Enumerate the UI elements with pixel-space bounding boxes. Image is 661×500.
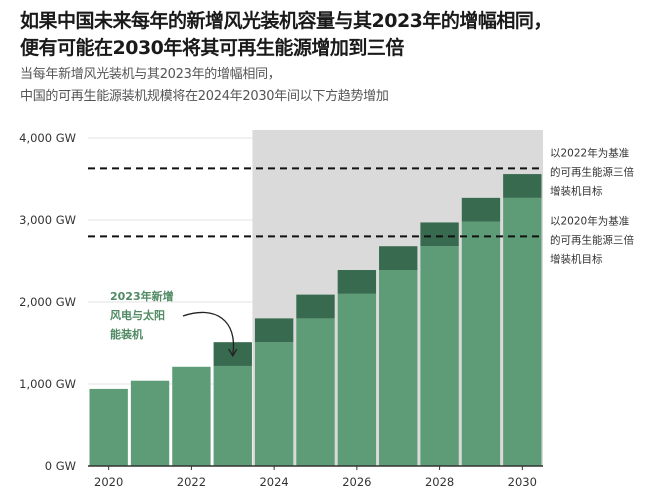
bar-2028-series-1 bbox=[420, 222, 459, 247]
reference-label: 的可再生能源三倍 bbox=[550, 165, 634, 178]
reference-label: 增装机目标 bbox=[550, 184, 603, 197]
bar-2027-series-0 bbox=[379, 270, 418, 466]
annotation-text: 能装机 bbox=[110, 327, 143, 341]
chart-title: 如果中国未来每年的新增风光装机容量与其2023年的增幅相同， 便有可能在2030… bbox=[20, 8, 552, 62]
bar-2024-series-1 bbox=[254, 318, 294, 343]
y-tick-label: 2,000 GW bbox=[19, 295, 76, 309]
reference-label: 以2022年为基准 bbox=[550, 146, 629, 159]
subtitle-line-1: 当每年新增风光装机与其2023年的增幅相同， bbox=[20, 67, 281, 82]
chart-subtitle: 当每年新增风光装机与其2023年的增幅相同， 中国的可再生能源装机规模将在202… bbox=[20, 64, 389, 108]
subtitle-line-2: 中国的可再生能源装机规模将在2024年2030年间以下方趋势增加 bbox=[20, 89, 389, 104]
x-tick-label: 2028 bbox=[425, 475, 454, 489]
annotation-text: 2023年新增 bbox=[110, 289, 174, 303]
x-tick-label: 2026 bbox=[342, 475, 371, 489]
reference-label: 以2020年为基准 bbox=[550, 214, 629, 227]
bar-2029-series-1 bbox=[461, 197, 501, 222]
y-tick-label: 3,000 GW bbox=[19, 213, 76, 227]
y-tick-label: 0 GW bbox=[45, 459, 76, 473]
bar-2025-series-1 bbox=[296, 294, 335, 319]
x-tick-label: 2024 bbox=[259, 475, 288, 489]
bar-2029-series-0 bbox=[461, 221, 501, 466]
bar-2024-series-0 bbox=[254, 342, 294, 466]
reference-label: 增装机目标 bbox=[550, 252, 603, 265]
bar-2021-series-0 bbox=[130, 380, 170, 466]
title-line-2: 便有可能在2030年将其可再生能源增加到三倍 bbox=[20, 37, 404, 59]
bar-2027-series-1 bbox=[379, 246, 418, 271]
annotation-arrow bbox=[182, 311, 235, 356]
annotation-text: 风电与太阳 bbox=[110, 308, 165, 322]
bar-2030-series-1 bbox=[503, 174, 542, 198]
x-tick-label: 2022 bbox=[177, 475, 206, 489]
reference-label: 的可再生能源三倍 bbox=[550, 233, 634, 246]
y-tick-label: 1,000 GW bbox=[19, 377, 76, 391]
bar-2028-series-0 bbox=[420, 246, 459, 466]
y-tick-label: 4,000 GW bbox=[19, 131, 76, 145]
bar-2022-series-0 bbox=[172, 366, 211, 466]
bar-2020-series-0 bbox=[89, 388, 128, 466]
x-tick-label: 2020 bbox=[94, 475, 123, 489]
bar-2023-series-0 bbox=[213, 365, 252, 466]
bar-2026-series-0 bbox=[337, 293, 377, 466]
title-line-1: 如果中国未来每年的新增风光装机容量与其2023年的增幅相同， bbox=[20, 10, 552, 32]
x-tick-label: 2030 bbox=[508, 475, 537, 489]
arrowhead-icon bbox=[228, 348, 238, 358]
bar-2025-series-0 bbox=[296, 318, 335, 466]
bar-2026-series-1 bbox=[337, 270, 377, 294]
bar-2030-series-0 bbox=[503, 197, 542, 467]
